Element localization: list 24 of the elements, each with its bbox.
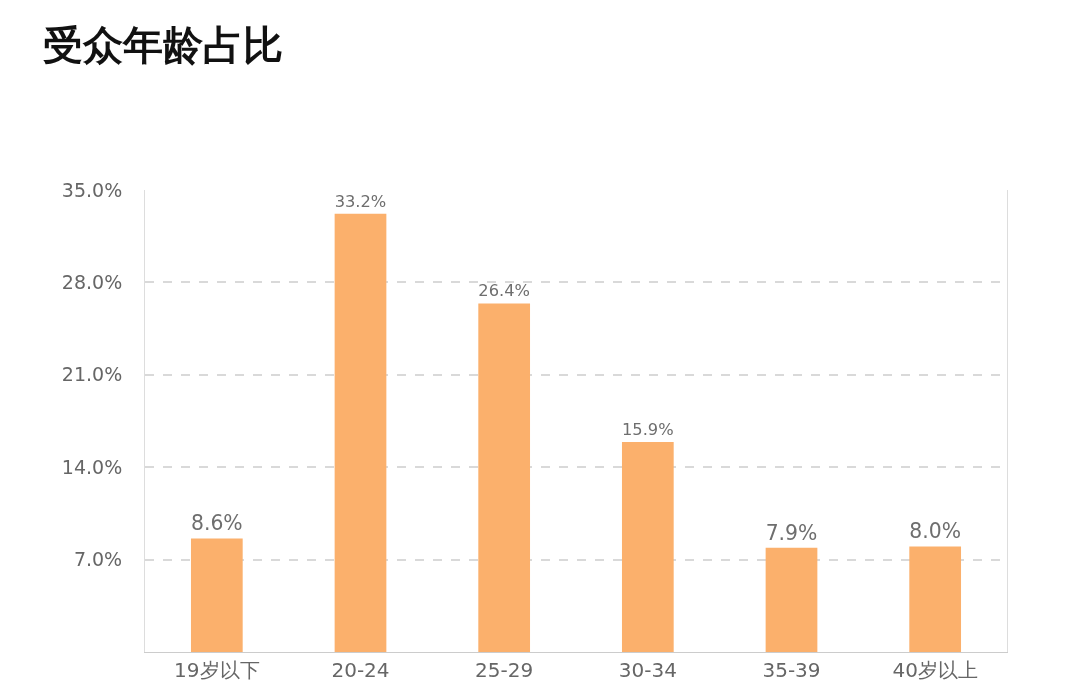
y-tick-label: 21.0% (61, 363, 123, 386)
bar (621, 442, 674, 652)
bar (478, 303, 531, 652)
y-tick-label: 14.0% (61, 455, 123, 478)
bar (909, 546, 962, 652)
data-label: 26.4% (478, 281, 531, 301)
x-tick-label: 19岁以下 (174, 658, 260, 682)
x-tick-label: 30-34 (618, 658, 677, 682)
bar (190, 538, 243, 652)
y-tick-label: 7.0% (73, 548, 123, 571)
chart-title: 受众年龄占比 (43, 22, 284, 69)
y-tick-label: 28.0% (61, 271, 123, 294)
bar (765, 547, 818, 652)
data-label: 15.9% (621, 420, 674, 440)
bar (334, 213, 387, 652)
data-label: 8.6% (190, 511, 243, 536)
data-label: 7.9% (765, 520, 818, 545)
data-label: 8.0% (909, 519, 962, 544)
x-tick-label: 40岁以上 (892, 658, 978, 682)
x-tick-label: 35-39 (762, 658, 821, 682)
data-label: 33.2% (334, 191, 387, 211)
x-tick-label: 25-29 (475, 658, 534, 682)
y-tick-label: 35.0% (61, 178, 123, 201)
x-tick-label: 20-24 (331, 658, 390, 682)
